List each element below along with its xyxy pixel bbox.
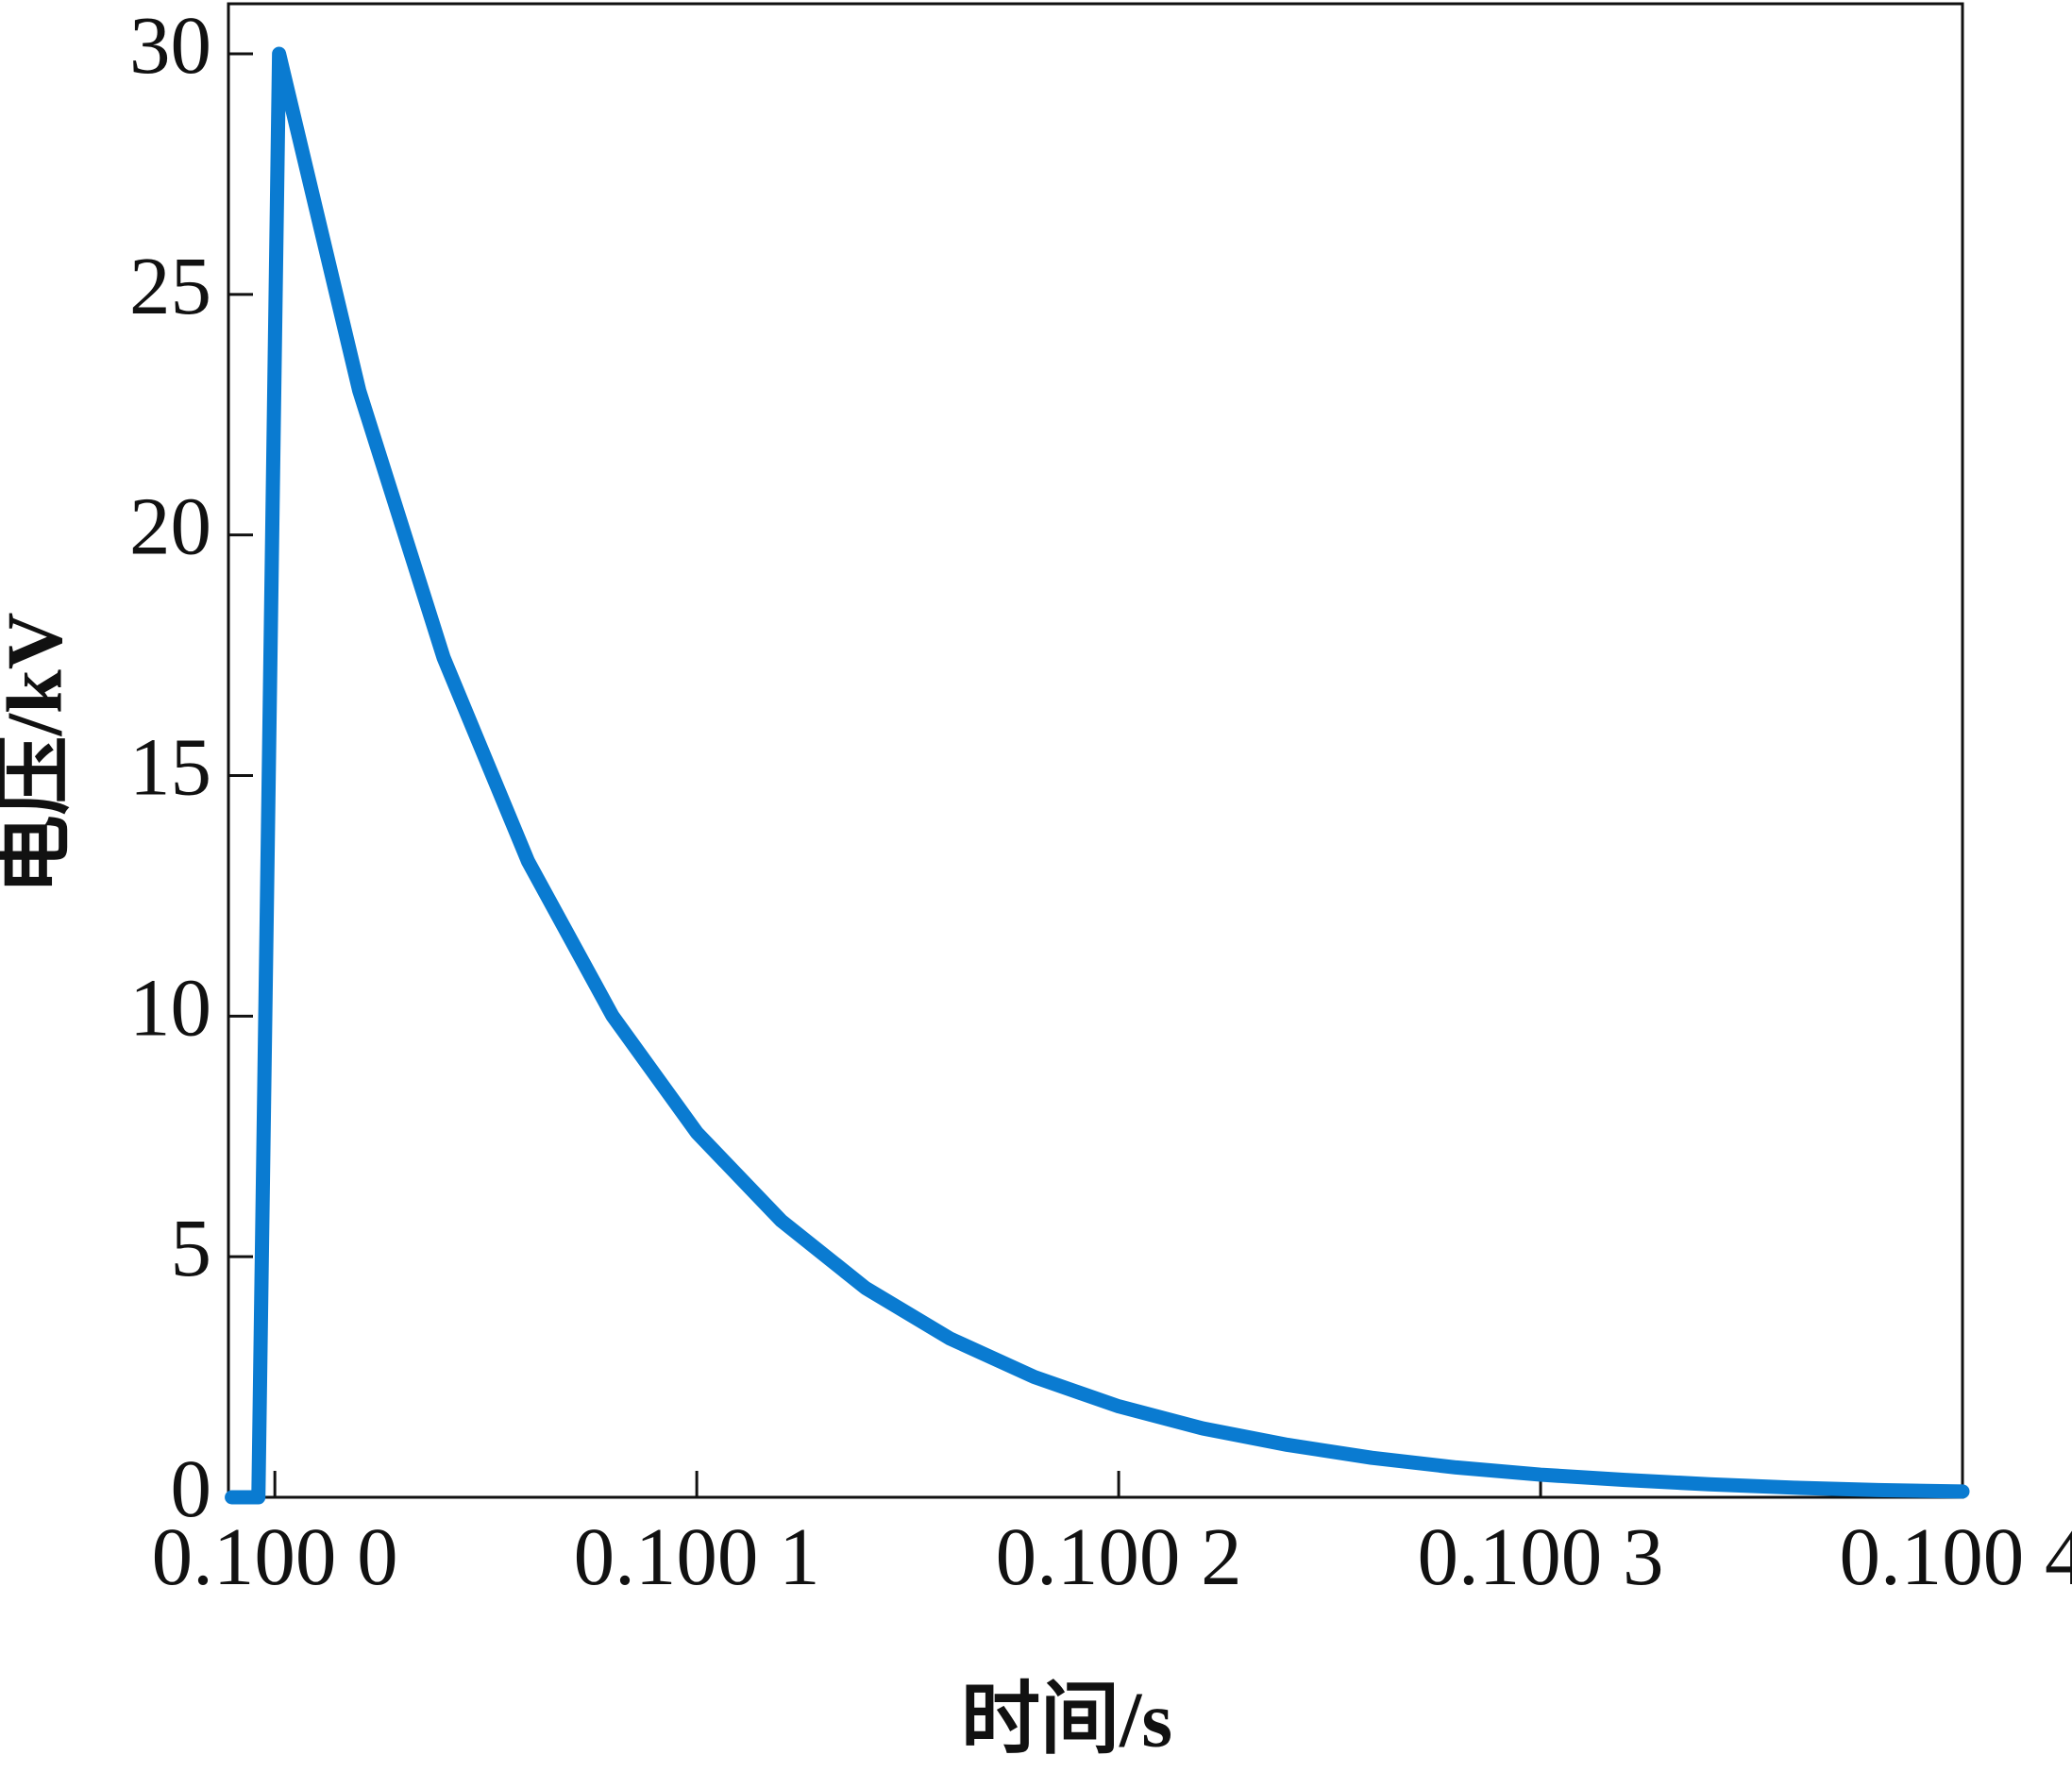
x-tick-label: 0.100 2 — [996, 1510, 1242, 1602]
y-tick-label: 0 — [171, 1443, 212, 1534]
y-tick-label: 15 — [129, 720, 211, 812]
y-tick-label: 20 — [129, 481, 211, 572]
y-tick-label: 10 — [129, 961, 211, 1053]
y-tick-label: 25 — [129, 240, 211, 331]
plot-frame — [227, 2, 1964, 1499]
y-tick-label: 30 — [129, 0, 211, 91]
x-tick-label: 0.100 0 — [152, 1510, 398, 1602]
x-tick-label: 0.100 3 — [1418, 1510, 1664, 1602]
y-axis-label: 电压/kV — [0, 613, 78, 895]
x-tick-label: 0.100 1 — [574, 1510, 820, 1602]
x-tick-label: 0.100 4 — [1840, 1510, 2072, 1602]
y-tick-label: 5 — [171, 1202, 212, 1293]
x-axis-label: 时间/s — [961, 1676, 1172, 1764]
data-line — [225, 46, 1970, 1505]
